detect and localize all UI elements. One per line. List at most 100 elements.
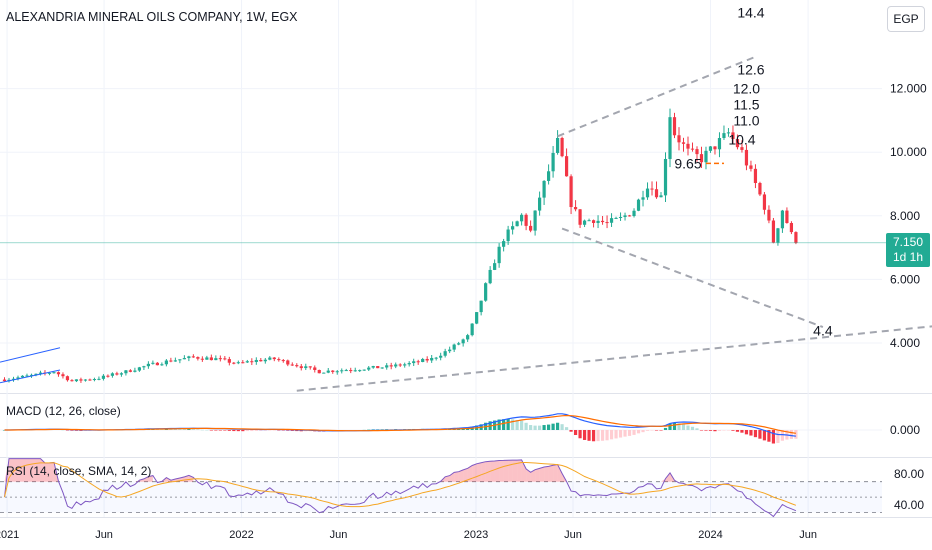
macd-histogram-bar xyxy=(214,430,218,431)
candle-body xyxy=(785,210,789,223)
macd-histogram-bar xyxy=(502,419,506,430)
macd-histogram-bar xyxy=(708,430,713,431)
drawing-line xyxy=(0,369,61,384)
candle-body xyxy=(722,133,726,139)
price-annotation: 11.5 xyxy=(733,97,759,113)
candle-body xyxy=(430,357,434,361)
macd-histogram-bar xyxy=(690,426,695,430)
macd-histogram-bar xyxy=(573,430,578,436)
x-tick-label: 2022 xyxy=(229,529,253,541)
candle-body xyxy=(241,362,245,364)
macd-histogram-bar xyxy=(618,430,623,438)
candle-body xyxy=(223,358,227,360)
candle-body xyxy=(178,359,182,361)
candle-body xyxy=(385,365,389,368)
candle-body xyxy=(70,380,74,382)
rsi-overbought-area xyxy=(467,465,473,482)
candle-body xyxy=(591,220,596,223)
candle-body xyxy=(596,220,600,223)
candle-body xyxy=(538,197,542,211)
candle-body xyxy=(173,360,177,362)
candle-body xyxy=(421,358,425,362)
candle-body xyxy=(92,379,97,381)
macd-histogram-bar xyxy=(789,430,794,439)
rsi-overbought-area xyxy=(148,475,153,482)
candle-body xyxy=(515,221,519,227)
macd-histogram-bar xyxy=(731,430,735,431)
candle-body xyxy=(744,149,749,166)
candle-body xyxy=(560,137,564,157)
macd-histogram-bar xyxy=(232,430,236,432)
macd-histogram-bar xyxy=(254,430,258,431)
candle-body xyxy=(218,358,222,360)
candle-body xyxy=(74,379,79,382)
macd-histogram-bar xyxy=(555,422,560,430)
candle-body xyxy=(88,379,92,381)
support-trend-line xyxy=(296,325,932,392)
candle-body xyxy=(794,232,798,243)
candle-body xyxy=(488,269,492,284)
macd-histogram-bar xyxy=(609,430,614,440)
macd-histogram-bar xyxy=(560,424,564,430)
macd-histogram-bar xyxy=(524,422,528,430)
candle-body xyxy=(708,146,713,151)
candle-body xyxy=(56,372,61,375)
currency-button[interactable]: EGP xyxy=(887,6,925,32)
candle-body xyxy=(699,154,704,163)
rsi-overbought-area xyxy=(485,461,491,482)
macd-histogram-bar xyxy=(533,425,537,430)
candle-body xyxy=(65,376,70,381)
candle-body xyxy=(731,132,735,140)
candle-body xyxy=(286,360,290,365)
candle-body xyxy=(263,359,267,362)
candle-body xyxy=(209,357,213,361)
macd-histogram-bar xyxy=(744,430,749,435)
rsi-overbought-area xyxy=(490,460,495,482)
candle-body xyxy=(232,362,236,364)
candle-body xyxy=(641,197,645,200)
macd-histogram-bar xyxy=(623,430,627,437)
macd-histogram-bar xyxy=(672,422,677,430)
macd-histogram-bar xyxy=(695,428,699,430)
candle-body xyxy=(295,365,299,367)
candle-body xyxy=(681,142,686,144)
candle-body xyxy=(394,364,398,367)
macd-histogram-bar xyxy=(776,430,780,443)
rsi-overbought-area xyxy=(535,468,540,482)
price-annotation: 9.65 xyxy=(674,155,701,171)
macd-histogram-bar xyxy=(515,420,519,430)
candle-body xyxy=(353,370,357,372)
candle-body xyxy=(97,378,101,380)
macd-histogram-bar xyxy=(182,429,186,430)
candle-body xyxy=(47,372,52,374)
rsi-overbought-area xyxy=(512,460,518,482)
macd-histogram-bar xyxy=(367,429,371,431)
candle-body xyxy=(191,356,195,358)
candle-body xyxy=(281,360,285,362)
macd-histogram-bar xyxy=(587,430,591,441)
macd-histogram-bar xyxy=(250,430,254,432)
rsi-overbought-area xyxy=(143,476,149,482)
candle-body xyxy=(335,371,339,373)
wedge-lower-line xyxy=(561,227,824,329)
wedge-upper-line xyxy=(557,55,756,138)
macd-histogram-bar xyxy=(191,429,195,430)
candle-body xyxy=(659,195,663,198)
macd-histogram-bar xyxy=(596,430,600,442)
candle-body xyxy=(762,194,767,210)
candle-body xyxy=(511,226,515,230)
candle-body xyxy=(115,373,119,375)
x-tick-label: 2021 xyxy=(0,529,19,541)
candle-body xyxy=(479,300,483,313)
rsi-overbought-area xyxy=(35,458,41,482)
candle-body xyxy=(587,220,591,222)
macd-histogram-bar xyxy=(2,430,7,431)
candle-body xyxy=(627,215,632,217)
price-annotation: 11.0 xyxy=(733,112,759,128)
x-tick-label: Jun xyxy=(799,529,817,541)
x-tick-label: Jun xyxy=(95,529,113,541)
rsi-line xyxy=(4,458,797,518)
macd-histogram-bar xyxy=(376,429,380,430)
candle-body xyxy=(245,361,249,363)
